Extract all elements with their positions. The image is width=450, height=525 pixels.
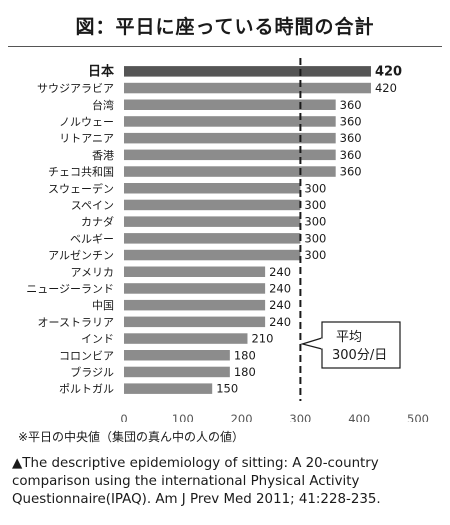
bar <box>124 350 230 361</box>
value-label: 240 <box>269 265 291 279</box>
value-label: 180 <box>234 348 256 362</box>
value-label: 360 <box>340 98 362 112</box>
category-label: 台湾 <box>92 98 114 112</box>
value-label: 240 <box>269 298 291 312</box>
category-label: 日本 <box>88 63 114 79</box>
bar <box>124 316 266 328</box>
value-label: 360 <box>340 148 362 162</box>
bar <box>124 283 266 294</box>
value-label: 240 <box>269 281 291 295</box>
category-label: ベルギー <box>70 232 114 245</box>
value-label: 360 <box>340 131 362 145</box>
category-label: スウェーデン <box>48 181 114 195</box>
value-label: 300 <box>304 231 326 245</box>
value-label: 360 <box>340 165 362 179</box>
bar <box>124 116 336 127</box>
annotation-line-1: 平均 <box>336 330 362 345</box>
bar <box>124 299 266 311</box>
category-label: ノルウェー <box>59 115 114 128</box>
value-label: 150 <box>216 382 238 396</box>
category-label: 香港 <box>92 149 114 162</box>
bar <box>124 166 336 177</box>
callout-box <box>321 321 401 369</box>
x-tick-label: 400 <box>348 412 370 422</box>
value-label: 210 <box>251 332 273 346</box>
category-label: アメリカ <box>71 266 114 279</box>
category-label: インド <box>81 333 114 346</box>
bar <box>124 266 266 277</box>
x-tick-label: 300 <box>289 412 311 422</box>
title-divider <box>8 46 442 47</box>
value-label: 360 <box>340 114 362 128</box>
bar <box>124 99 336 110</box>
category-label: カナダ <box>81 215 114 229</box>
bar <box>124 149 336 161</box>
value-label: 300 <box>304 181 326 195</box>
bar <box>124 82 371 94</box>
bar <box>124 366 230 378</box>
bar <box>124 383 213 394</box>
category-label: ブラジル <box>70 365 114 379</box>
chart-title: 図：平日に座っている時間の合計 <box>75 16 375 38</box>
value-label: 300 <box>304 248 326 262</box>
x-tick-label: 500 <box>407 412 429 422</box>
category-label: ニュージーランド <box>26 282 114 295</box>
value-label: 180 <box>234 365 256 379</box>
footnote: ※平日の中央値（集団の真ん中の人の値） <box>18 430 245 444</box>
annotation-line-2: 300分/日 <box>332 348 387 363</box>
bar <box>124 199 301 211</box>
value-label: 300 <box>304 215 326 229</box>
value-label: 240 <box>269 315 291 329</box>
bar <box>124 132 336 144</box>
category-label: オーストラリア <box>38 316 114 329</box>
bar <box>124 183 301 194</box>
x-tick-label: 100 <box>172 412 194 422</box>
callout-pointer <box>300 337 323 350</box>
value-label: 300 <box>304 198 326 212</box>
bar <box>124 233 301 244</box>
bar <box>124 66 371 77</box>
citation: ▲The descriptive epidemiology of sitting… <box>12 456 381 507</box>
category-label: コロンビア <box>59 349 114 362</box>
bar <box>124 216 301 227</box>
value-label: 420 <box>375 64 402 79</box>
category-label: 中国 <box>92 299 114 312</box>
category-label: リトアニア <box>59 132 114 145</box>
bar <box>124 333 248 344</box>
bar <box>124 249 301 261</box>
category-label: アルゼンチン <box>48 249 114 262</box>
value-label: 420 <box>375 81 397 95</box>
x-tick-label: 0 <box>120 412 127 422</box>
category-label: ポルトガル <box>59 383 114 396</box>
category-label: スペイン <box>71 199 114 212</box>
x-tick-label: 200 <box>231 412 253 422</box>
category-label: サウジアラビア <box>37 82 114 95</box>
category-label: チェコ共和国 <box>48 166 114 179</box>
bar-chart: 日本 420 サウジアラビア 420 台湾 360 ノルウェー 360 リトアニア 360 香港 36… <box>26 58 429 422</box>
